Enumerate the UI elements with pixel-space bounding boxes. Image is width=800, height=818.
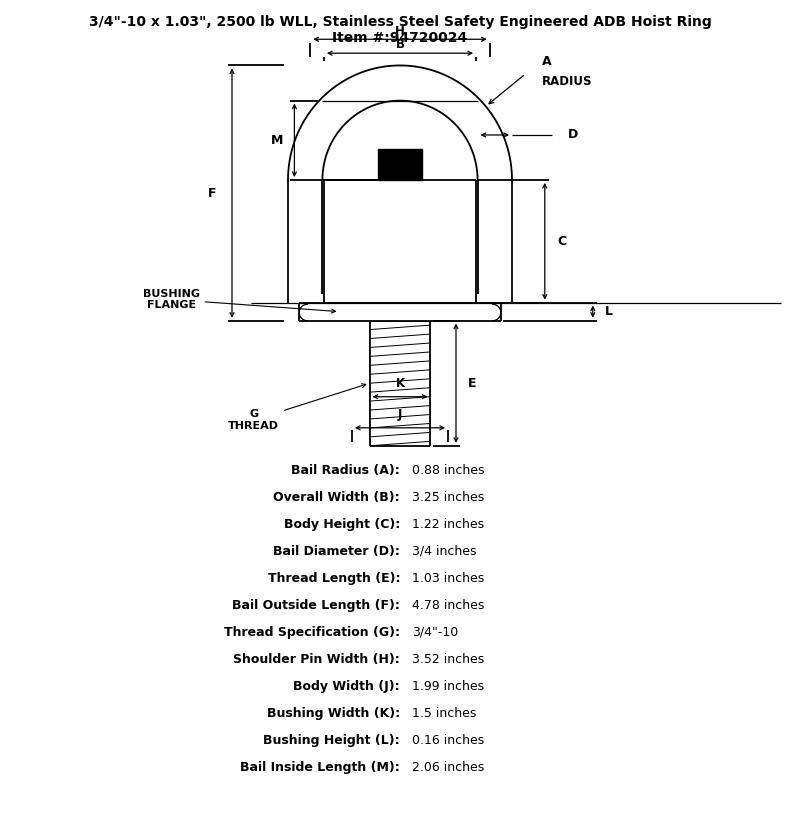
Text: 4.78 inches: 4.78 inches	[412, 599, 484, 612]
Text: 3/4"-10 x 1.03", 2500 lb WLL, Stainless Steel Safety Engineered ADB Hoist Ring: 3/4"-10 x 1.03", 2500 lb WLL, Stainless …	[89, 15, 711, 29]
Text: Thread Length (E):: Thread Length (E):	[267, 572, 400, 585]
Text: 2.06 inches: 2.06 inches	[412, 761, 484, 774]
Text: 1.99 inches: 1.99 inches	[412, 680, 484, 693]
Text: E: E	[468, 377, 476, 389]
Text: 3/4"-10: 3/4"-10	[412, 626, 458, 639]
Text: Bushing Height (L):: Bushing Height (L):	[263, 734, 400, 747]
Text: Bail Inside Length (M):: Bail Inside Length (M):	[240, 761, 400, 774]
Text: Bail Outside Length (F):: Bail Outside Length (F):	[232, 599, 400, 612]
Text: M: M	[270, 134, 283, 146]
Text: 3.52 inches: 3.52 inches	[412, 653, 484, 666]
Text: 0.16 inches: 0.16 inches	[412, 734, 484, 747]
Text: 1.03 inches: 1.03 inches	[412, 572, 484, 585]
Text: BUSHING
FLANGE: BUSHING FLANGE	[142, 289, 335, 313]
Text: Overall Width (B):: Overall Width (B):	[274, 491, 400, 504]
Text: L: L	[605, 305, 613, 318]
Text: RADIUS: RADIUS	[542, 75, 592, 88]
Text: J: J	[398, 408, 402, 421]
Bar	[378, 149, 422, 180]
Text: Bail Diameter (D):: Bail Diameter (D):	[273, 545, 400, 558]
Text: 3.25 inches: 3.25 inches	[412, 491, 484, 504]
Text: Body Height (C):: Body Height (C):	[284, 518, 400, 531]
Text: Bail Radius (A):: Bail Radius (A):	[291, 464, 400, 477]
Text: 1.22 inches: 1.22 inches	[412, 518, 484, 531]
Text: 3/4 inches: 3/4 inches	[412, 545, 477, 558]
Text: Bushing Width (K):: Bushing Width (K):	[267, 707, 400, 720]
Text: G
THREAD: G THREAD	[228, 384, 366, 431]
Text: B: B	[395, 38, 405, 52]
Text: A: A	[542, 55, 551, 68]
Text: Item #:94720024: Item #:94720024	[332, 31, 468, 45]
Text: H: H	[395, 25, 405, 38]
Text: 1.5 inches: 1.5 inches	[412, 707, 476, 720]
Text: D: D	[568, 128, 578, 142]
Text: C: C	[558, 235, 567, 248]
Text: 0.88 inches: 0.88 inches	[412, 464, 485, 477]
Text: K: K	[395, 377, 405, 390]
Text: Body Width (J):: Body Width (J):	[294, 680, 400, 693]
Text: F: F	[208, 187, 216, 200]
Text: Shoulder Pin Width (H):: Shoulder Pin Width (H):	[234, 653, 400, 666]
Text: Thread Specification (G):: Thread Specification (G):	[224, 626, 400, 639]
